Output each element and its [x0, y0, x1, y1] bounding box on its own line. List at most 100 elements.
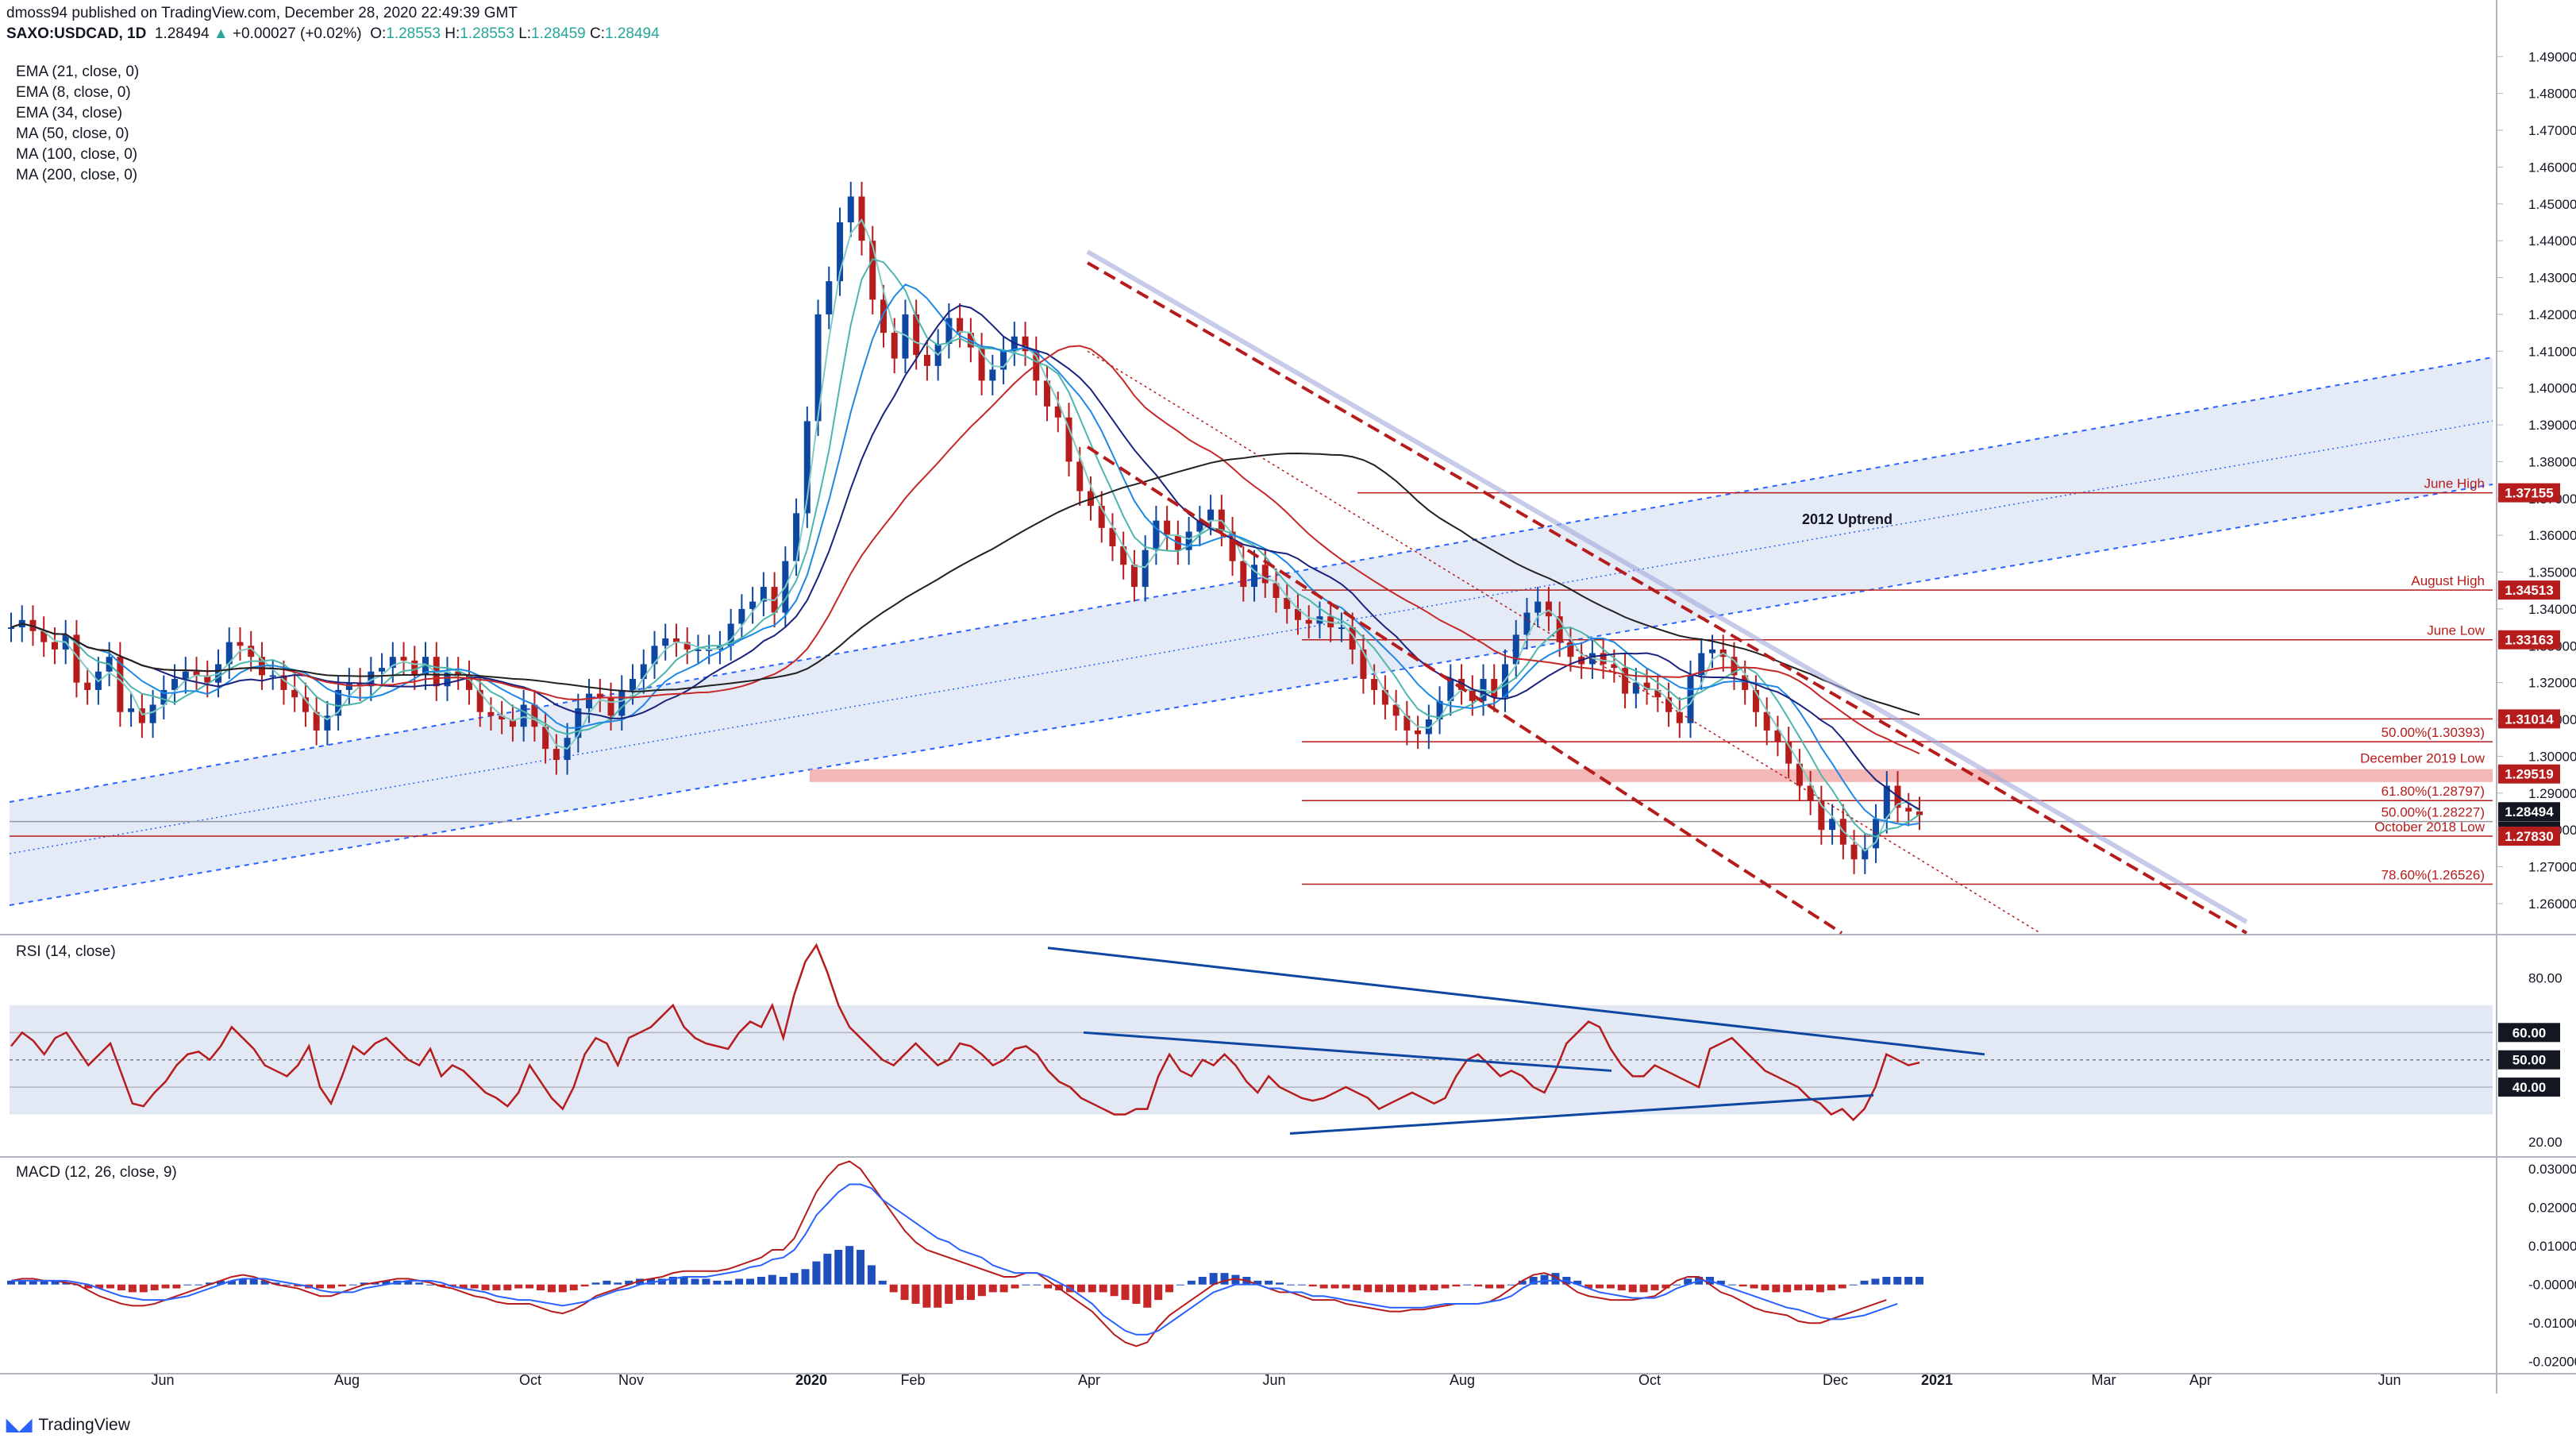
macd-histogram-bar — [779, 1276, 787, 1285]
candle-body — [324, 715, 331, 731]
candle-body — [727, 623, 734, 646]
descending-trendline-shadow — [1086, 249, 2248, 924]
candle-body — [1774, 730, 1781, 742]
macd-histogram-bar — [1507, 1284, 1515, 1286]
macd-histogram-bar — [1496, 1284, 1504, 1289]
candle-body — [1305, 619, 1312, 624]
macd-tick-label: 0.01000 — [2528, 1239, 2576, 1254]
candle-body — [1818, 800, 1825, 831]
rsi-trendline-upper — [1047, 947, 1985, 1056]
macd-histogram-bar — [17, 1280, 26, 1285]
macd-histogram-bar — [348, 1284, 357, 1286]
price-tick-label: 1.29000 — [2528, 786, 2576, 801]
candle-body — [847, 196, 854, 222]
candle-body — [1807, 785, 1814, 801]
macd-histogram-bar — [382, 1280, 391, 1285]
candle-body — [1054, 406, 1061, 418]
macd-histogram-bar — [514, 1284, 523, 1289]
close-value: 1.28494 — [605, 25, 660, 42]
macd-histogram-bar — [1794, 1284, 1803, 1290]
candle-body — [672, 638, 680, 642]
macd-histogram-bar — [227, 1280, 236, 1285]
candle-body — [1142, 549, 1149, 588]
candle-body — [945, 318, 953, 344]
macd-histogram-bar — [51, 1280, 60, 1285]
macd-title[interactable]: MACD (12, 26, close, 9) — [16, 1164, 177, 1181]
macd-histogram-bar — [1783, 1284, 1792, 1293]
candle-body — [869, 241, 876, 300]
macd-histogram-bar — [591, 1282, 600, 1285]
macd-histogram-bar — [1441, 1284, 1450, 1289]
candle-body — [1381, 689, 1388, 705]
symbol-label[interactable]: SAXO:USDCAD, 1D — [6, 25, 147, 42]
macd-histogram-bar — [911, 1284, 920, 1304]
rsi-trendline-mid — [1083, 1031, 1612, 1072]
x-tick-label: Apr — [1078, 1372, 1100, 1388]
price-tick-label: 1.46000 — [2528, 160, 2576, 175]
rsi-tag-label: 50.00 — [2512, 1053, 2547, 1068]
macd-histogram-bar — [1617, 1284, 1626, 1290]
candle-body — [1785, 741, 1792, 764]
price-tick-label: 1.43000 — [2528, 271, 2576, 286]
macd-histogram-bar — [283, 1284, 291, 1286]
legend-ma100[interactable]: MA (100, close, 0) — [16, 146, 138, 163]
june-high-label: June High — [2424, 476, 2485, 492]
legend-ma200[interactable]: MA (200, close, 0) — [16, 167, 138, 183]
price-tick-label: 1.44000 — [2528, 233, 2576, 249]
macd-histogram-bar — [1022, 1284, 1030, 1286]
candle-body — [957, 318, 964, 334]
price-tick-label: 1.49000 — [2528, 49, 2576, 64]
candle-body — [117, 657, 124, 712]
rsi-tick-label: 20.00 — [2528, 1135, 2563, 1150]
macd-histogram-bar — [448, 1284, 456, 1287]
price-tag-bg — [2498, 802, 2560, 822]
price-tick-label: 1.45000 — [2528, 197, 2576, 212]
candle-body — [248, 646, 255, 657]
macd-histogram-bar — [945, 1284, 953, 1304]
macd-histogram-group — [7, 1246, 1923, 1308]
last-price: 1.28494 — [154, 25, 210, 42]
macd-histogram-bar — [1286, 1284, 1295, 1286]
macd-histogram-bar — [437, 1284, 445, 1287]
candle-body — [389, 657, 396, 669]
candle-body — [1284, 597, 1291, 609]
candle-body — [509, 719, 516, 727]
publisher-line: dmoss94 published on TradingView.com, De… — [6, 3, 660, 24]
macd-histogram-bar — [326, 1284, 335, 1289]
macd-histogram-bar — [194, 1284, 203, 1286]
macd-histogram-bar — [1253, 1280, 1262, 1285]
macd-histogram-bar — [966, 1284, 975, 1301]
candle-body — [586, 693, 593, 709]
x-tick-label: Oct — [1638, 1372, 1661, 1388]
candle-body — [1261, 565, 1269, 584]
tradingview-logo[interactable]: ◣◢ TradingView — [6, 1415, 130, 1435]
macd-histogram-bar — [1176, 1284, 1184, 1286]
macd-histogram-bar — [1430, 1284, 1438, 1290]
legend-ema34[interactable]: EMA (34, close) — [16, 105, 123, 121]
candle-body — [1698, 653, 1705, 676]
candle-body — [499, 715, 506, 720]
candle-body — [607, 697, 614, 716]
legend-ema21[interactable]: EMA (21, close, 0) — [16, 64, 140, 80]
macd-histogram-bar — [1816, 1284, 1824, 1293]
price-tag-label: 1.37155 — [2505, 486, 2553, 501]
macd-histogram-bar — [713, 1280, 722, 1285]
candle-body — [662, 638, 669, 646]
candle-body — [814, 314, 822, 422]
macd-histogram-bar — [1088, 1284, 1096, 1293]
legend-ma50[interactable]: MA (50, close, 0) — [16, 125, 129, 142]
candle-body — [84, 682, 91, 690]
macd-histogram-bar — [1716, 1280, 1725, 1285]
candle-body — [465, 675, 472, 690]
candle-body — [1371, 679, 1378, 690]
macd-histogram-bar — [569, 1284, 578, 1290]
x-tick-label: 2021 — [1921, 1372, 1953, 1388]
rsi-title[interactable]: RSI (14, close) — [16, 943, 116, 960]
macd-histogram-bar — [426, 1284, 435, 1286]
legend-ema8[interactable]: EMA (8, close, 0) — [16, 84, 131, 101]
price-tag-label: 1.27830 — [2505, 829, 2553, 844]
candle-body — [902, 314, 909, 359]
candle-body — [1273, 583, 1280, 598]
candle-body — [128, 708, 135, 712]
